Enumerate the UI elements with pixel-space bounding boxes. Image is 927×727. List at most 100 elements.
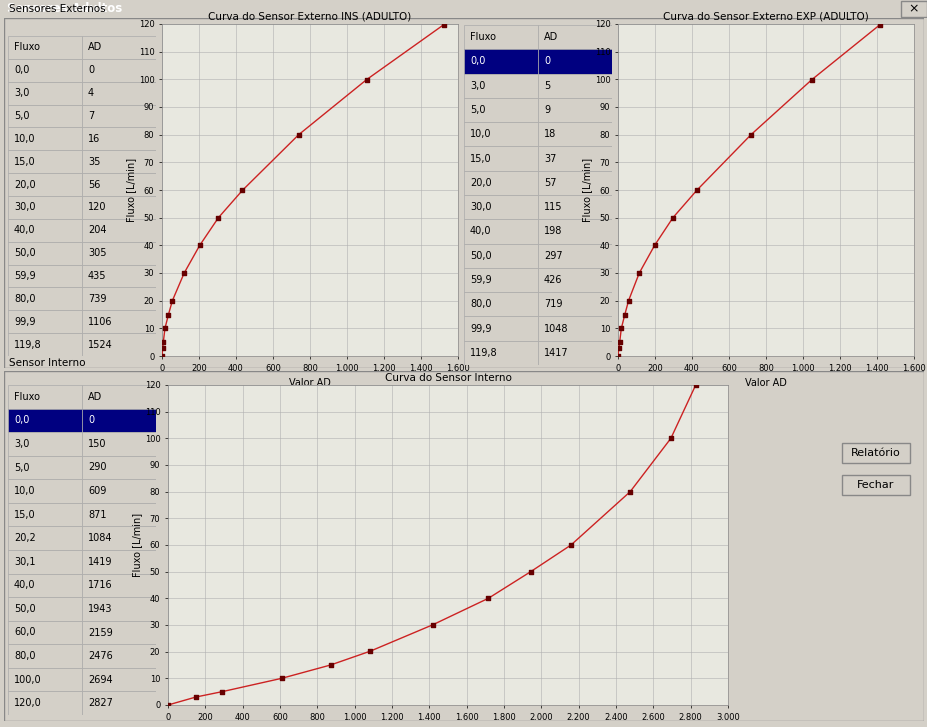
FancyBboxPatch shape xyxy=(82,644,156,668)
Title: Curva do Sensor Interno: Curva do Sensor Interno xyxy=(384,373,511,383)
Text: 80,0: 80,0 xyxy=(14,294,35,304)
Text: 1943: 1943 xyxy=(88,604,112,614)
Title: Curva do Sensor Externo INS (ADULTO): Curva do Sensor Externo INS (ADULTO) xyxy=(209,12,412,22)
FancyBboxPatch shape xyxy=(538,122,611,146)
Point xyxy=(362,646,377,657)
FancyBboxPatch shape xyxy=(82,456,156,479)
Text: 609: 609 xyxy=(88,486,107,496)
Point xyxy=(176,268,191,279)
FancyBboxPatch shape xyxy=(8,644,82,668)
FancyBboxPatch shape xyxy=(538,98,611,122)
Text: 30,0: 30,0 xyxy=(469,202,491,212)
Text: 59,9: 59,9 xyxy=(469,275,491,285)
Point xyxy=(563,539,578,551)
Text: 5,0: 5,0 xyxy=(14,462,30,473)
Text: 3,0: 3,0 xyxy=(14,88,30,98)
Text: Sensor Interno: Sensor Interno xyxy=(8,358,85,368)
Point xyxy=(192,239,207,251)
FancyBboxPatch shape xyxy=(82,597,156,621)
FancyBboxPatch shape xyxy=(82,432,156,456)
Point xyxy=(158,323,172,334)
FancyBboxPatch shape xyxy=(8,219,82,241)
Text: 120: 120 xyxy=(88,202,107,212)
Text: 1524: 1524 xyxy=(88,340,112,350)
FancyBboxPatch shape xyxy=(82,409,156,432)
FancyBboxPatch shape xyxy=(464,25,538,49)
Point xyxy=(646,239,661,251)
FancyBboxPatch shape xyxy=(8,310,82,333)
FancyBboxPatch shape xyxy=(841,475,909,495)
Point xyxy=(622,486,637,497)
Point xyxy=(291,129,306,140)
FancyBboxPatch shape xyxy=(538,244,611,268)
FancyBboxPatch shape xyxy=(538,171,611,195)
FancyBboxPatch shape xyxy=(538,292,611,316)
FancyBboxPatch shape xyxy=(8,59,82,81)
Point xyxy=(235,185,249,196)
Point xyxy=(611,342,626,353)
FancyBboxPatch shape xyxy=(82,385,156,409)
FancyBboxPatch shape xyxy=(82,219,156,241)
FancyBboxPatch shape xyxy=(8,456,82,479)
FancyBboxPatch shape xyxy=(538,341,611,365)
FancyBboxPatch shape xyxy=(82,59,156,81)
Text: 30,1: 30,1 xyxy=(14,557,35,567)
Text: ×: × xyxy=(908,2,919,15)
Text: 305: 305 xyxy=(88,248,107,258)
FancyBboxPatch shape xyxy=(82,668,156,691)
Text: 435: 435 xyxy=(88,271,107,281)
Text: 30,0: 30,0 xyxy=(14,202,35,212)
Text: 739: 739 xyxy=(88,294,107,304)
Point xyxy=(425,619,439,630)
Text: 5: 5 xyxy=(543,81,550,91)
Text: 56: 56 xyxy=(88,180,100,190)
FancyBboxPatch shape xyxy=(538,316,611,341)
FancyBboxPatch shape xyxy=(8,691,82,715)
Text: 80,0: 80,0 xyxy=(14,651,35,661)
FancyBboxPatch shape xyxy=(900,1,925,17)
Point xyxy=(616,309,631,321)
Text: 99,9: 99,9 xyxy=(14,317,35,326)
Text: 5,0: 5,0 xyxy=(469,105,485,115)
FancyBboxPatch shape xyxy=(464,49,538,73)
Text: 59,9: 59,9 xyxy=(14,271,35,281)
Point xyxy=(188,691,203,703)
Text: 119,8: 119,8 xyxy=(469,348,497,358)
Text: 1417: 1417 xyxy=(543,348,568,358)
FancyBboxPatch shape xyxy=(464,220,538,244)
Text: 10,0: 10,0 xyxy=(14,134,35,144)
FancyBboxPatch shape xyxy=(464,316,538,341)
Text: 0,0: 0,0 xyxy=(14,415,30,425)
Y-axis label: Fluxo [L/min]: Fluxo [L/min] xyxy=(581,158,591,222)
Text: 100,0: 100,0 xyxy=(14,675,42,685)
Text: 119,8: 119,8 xyxy=(14,340,42,350)
Text: 5,0: 5,0 xyxy=(14,111,30,121)
FancyBboxPatch shape xyxy=(8,241,82,265)
Text: 57: 57 xyxy=(543,178,556,188)
FancyBboxPatch shape xyxy=(8,550,82,574)
FancyBboxPatch shape xyxy=(82,526,156,550)
FancyBboxPatch shape xyxy=(82,550,156,574)
FancyBboxPatch shape xyxy=(8,105,82,127)
FancyBboxPatch shape xyxy=(464,171,538,195)
Text: Sensores Externos: Sensores Externos xyxy=(8,4,105,15)
FancyBboxPatch shape xyxy=(8,265,82,287)
Text: 35: 35 xyxy=(88,157,100,166)
Text: Fluxo: Fluxo xyxy=(469,32,495,42)
Text: 120,0: 120,0 xyxy=(14,698,42,708)
FancyBboxPatch shape xyxy=(538,195,611,220)
Text: 1084: 1084 xyxy=(88,533,112,543)
Text: 1716: 1716 xyxy=(88,580,112,590)
FancyBboxPatch shape xyxy=(82,241,156,265)
Text: 204: 204 xyxy=(88,225,107,236)
FancyBboxPatch shape xyxy=(538,146,611,171)
FancyBboxPatch shape xyxy=(8,173,82,196)
FancyBboxPatch shape xyxy=(538,220,611,244)
Text: 150: 150 xyxy=(88,439,107,449)
Text: 1048: 1048 xyxy=(543,324,568,334)
Text: AD: AD xyxy=(543,32,557,42)
Text: 4: 4 xyxy=(88,88,94,98)
FancyBboxPatch shape xyxy=(8,127,82,150)
FancyBboxPatch shape xyxy=(8,409,82,432)
Text: Sensores Adultos: Sensores Adultos xyxy=(7,2,122,15)
